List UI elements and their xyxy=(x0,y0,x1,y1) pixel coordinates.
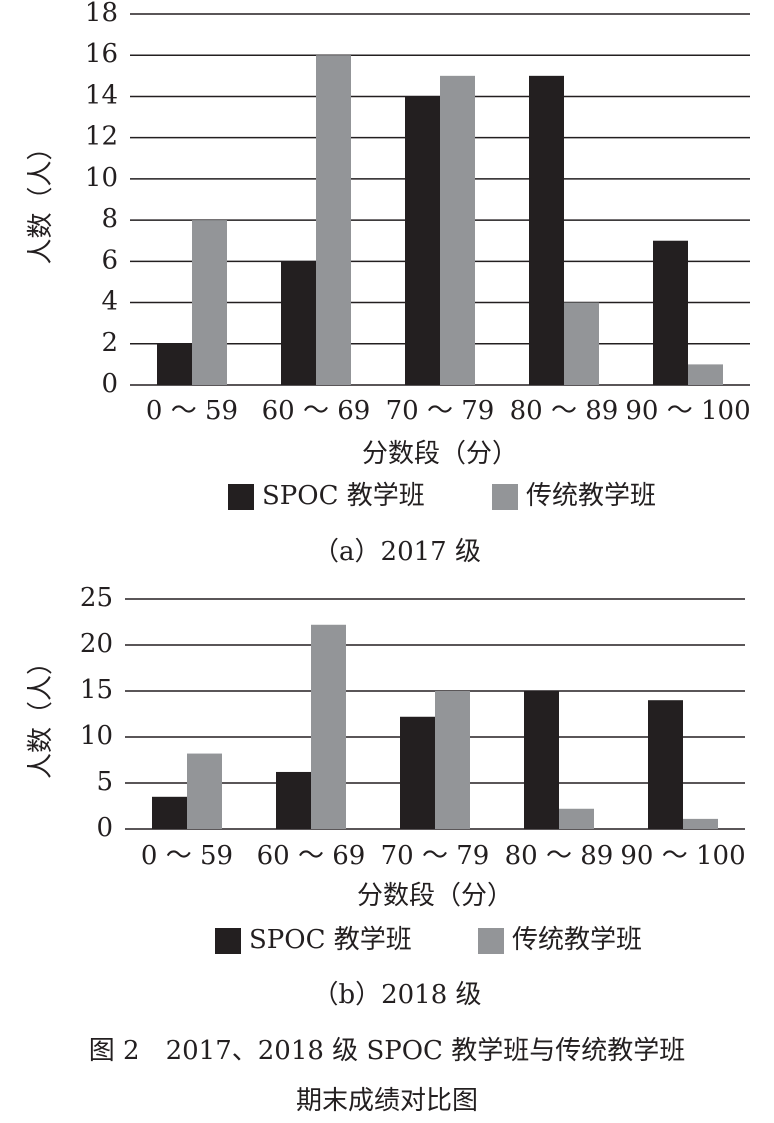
bar xyxy=(524,691,559,829)
y-axis-label: 人数（人） xyxy=(26,134,56,264)
x-tick-label: 60 ～ 69 xyxy=(257,841,366,871)
y-tick-label: 16 xyxy=(85,39,118,69)
y-tick-label: 6 xyxy=(101,245,118,275)
legend-swatch xyxy=(478,928,504,954)
legend-label: SPOC 教学班 xyxy=(262,481,425,511)
bar xyxy=(157,343,192,385)
legend-swatch xyxy=(492,484,518,510)
y-tick-label: 10 xyxy=(80,721,113,751)
x-axis-label: 分数段（分） xyxy=(362,439,518,469)
y-tick-label: 15 xyxy=(80,675,113,705)
y-tick-label: 20 xyxy=(80,629,113,659)
bar xyxy=(559,808,594,829)
x-tick-label: 80 ～ 89 xyxy=(505,841,614,871)
bar xyxy=(648,700,683,829)
x-tick-label: 70 ～ 79 xyxy=(381,841,490,871)
y-tick-label: 2 xyxy=(101,328,118,358)
y-tick-label: 14 xyxy=(85,80,118,110)
y-tick-label: 25 xyxy=(80,583,113,613)
y-tick-label: 5 xyxy=(96,767,113,797)
figure-caption: 图 2 2017、2018 级 SPOC 教学班与传统教学班 xyxy=(89,1036,685,1066)
bar xyxy=(281,261,316,385)
legend-label: SPOC 教学班 xyxy=(249,925,412,955)
x-tick-label: 90 ～ 100 xyxy=(620,841,745,871)
bar xyxy=(187,753,222,829)
y-tick-label: 8 xyxy=(101,204,118,234)
legend-swatch xyxy=(228,484,254,510)
y-tick-label: 4 xyxy=(101,287,118,317)
x-tick-label: 0 ～ 59 xyxy=(146,396,238,426)
bar xyxy=(683,818,718,829)
y-tick-label: 0 xyxy=(101,369,118,399)
y-tick-label: 18 xyxy=(85,0,118,28)
bar xyxy=(529,75,564,385)
y-tick-label: 12 xyxy=(85,122,118,152)
y-axis-label: 人数（人） xyxy=(26,649,56,779)
chart-title: （a）2017 级 xyxy=(313,537,481,567)
bar xyxy=(653,240,688,385)
bar xyxy=(400,716,435,829)
x-axis-label: 分数段（分） xyxy=(357,881,513,911)
figure-caption: 期末成绩对比图 xyxy=(296,1086,478,1116)
x-tick-label: 0 ～ 59 xyxy=(141,841,233,871)
x-tick-label: 70 ～ 79 xyxy=(386,396,495,426)
bar xyxy=(152,796,187,829)
legend-label: 传统教学班 xyxy=(512,925,642,955)
bar xyxy=(435,691,470,829)
bar xyxy=(688,364,723,385)
legend-label: 传统教学班 xyxy=(526,481,656,511)
x-tick-label: 90 ～ 100 xyxy=(625,396,750,426)
x-tick-label: 60 ～ 69 xyxy=(262,396,371,426)
legend-swatch xyxy=(215,928,241,954)
bar xyxy=(564,302,599,385)
bar xyxy=(405,96,440,385)
bar xyxy=(192,220,227,385)
y-tick-label: 10 xyxy=(85,163,118,193)
bar xyxy=(316,55,351,385)
bar xyxy=(276,771,311,829)
x-tick-label: 80 ～ 89 xyxy=(510,396,619,426)
chart-title: （b）2018 级 xyxy=(312,980,481,1010)
y-tick-label: 0 xyxy=(96,813,113,843)
bar xyxy=(440,75,475,385)
bar xyxy=(311,624,346,829)
